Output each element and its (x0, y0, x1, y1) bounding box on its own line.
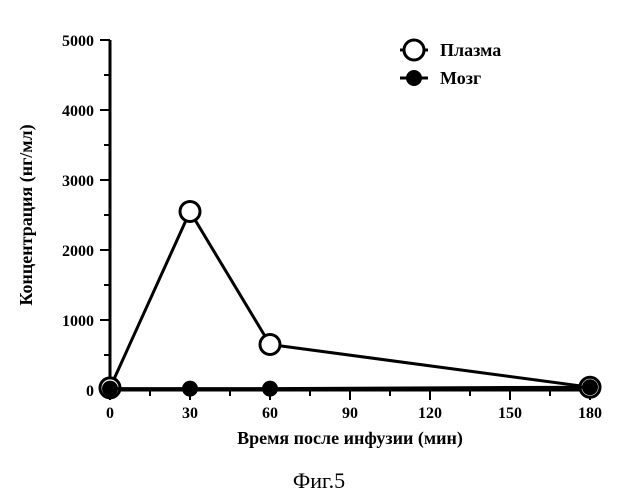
x-axis-label: Время после инфузии (мин) (237, 428, 463, 449)
series-marker-brain (582, 379, 598, 395)
series-marker-plasma (180, 202, 200, 222)
legend-label-brain: Мозг (440, 68, 481, 88)
figure-caption: Фиг.5 (0, 468, 638, 494)
series-marker-brain (102, 381, 118, 397)
y-tick-label: 1000 (62, 313, 94, 330)
series-marker-plasma (260, 335, 280, 355)
chart-svg: 0 1000 2000 3000 4000 5000 0 30 60 90 120 150 180 Вре… (0, 0, 638, 470)
series-marker-brain (262, 381, 278, 397)
x-tick-label: 180 (578, 405, 602, 422)
x-tick-label: 0 (106, 405, 114, 422)
y-tick-label: 3000 (62, 173, 94, 190)
y-axis-label: Концентрация (нг/мл) (16, 124, 37, 305)
y-tick-label: 5000 (62, 33, 94, 50)
figure: 0 1000 2000 3000 4000 5000 0 30 60 90 120 150 180 Вре… (0, 0, 638, 500)
legend-marker-brain (406, 70, 422, 86)
y-tick-label: 2000 (62, 243, 94, 260)
y-tick-label: 0 (86, 383, 94, 400)
x-tick-label: 90 (342, 405, 358, 422)
series-line-plasma (110, 212, 590, 388)
x-tick-label: 30 (182, 405, 198, 422)
x-tick-label: 120 (418, 405, 442, 422)
x-tick-label: 150 (498, 405, 522, 422)
legend-label-plasma: Плазма (440, 40, 501, 60)
series-line-brain (110, 387, 590, 388)
legend-marker-plasma (404, 40, 424, 60)
y-tick-label: 4000 (62, 103, 94, 120)
series-marker-brain (182, 381, 198, 397)
x-tick-label: 60 (262, 405, 278, 422)
